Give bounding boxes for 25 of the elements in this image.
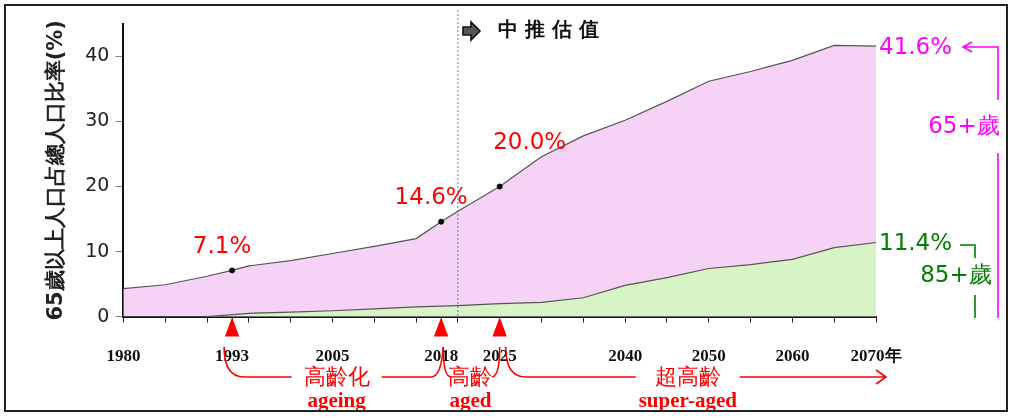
annotation: 7.1%: [192, 231, 252, 258]
x-tick-label: 2060: [775, 346, 810, 366]
ref-line-label: 中 推 估 值: [497, 17, 599, 42]
text: super-aged: [638, 388, 738, 413]
annotation: 14.6%: [394, 183, 468, 210]
x-tick-label: 1980: [106, 346, 141, 366]
x-tick-label: 2040: [608, 346, 643, 366]
y-axis-title: 65歲以上人口占總人口比率(%): [43, 20, 68, 321]
text: 高齡化: [303, 363, 370, 389]
y-tick-label: 20: [85, 173, 110, 196]
annotation: 20.0%: [493, 128, 567, 155]
text: 高齡: [448, 363, 493, 389]
annotation: 41.6%: [879, 33, 953, 60]
y-tick-label: 10: [85, 238, 110, 261]
y-tick-label: 40: [85, 43, 110, 66]
y-tick-label: 30: [85, 108, 110, 131]
text: 超高齡: [654, 363, 721, 389]
text: aged: [449, 388, 492, 413]
x-tick-label: 2005: [315, 346, 350, 366]
series-label: 85+歲: [920, 260, 992, 287]
y-tick-label: 0: [97, 303, 110, 326]
text: 65+歲: [928, 112, 1000, 139]
x-tick-label: 2050: [691, 346, 726, 366]
x-tick-label: 2070年: [850, 346, 902, 366]
annotation: 11.4%: [879, 229, 953, 256]
